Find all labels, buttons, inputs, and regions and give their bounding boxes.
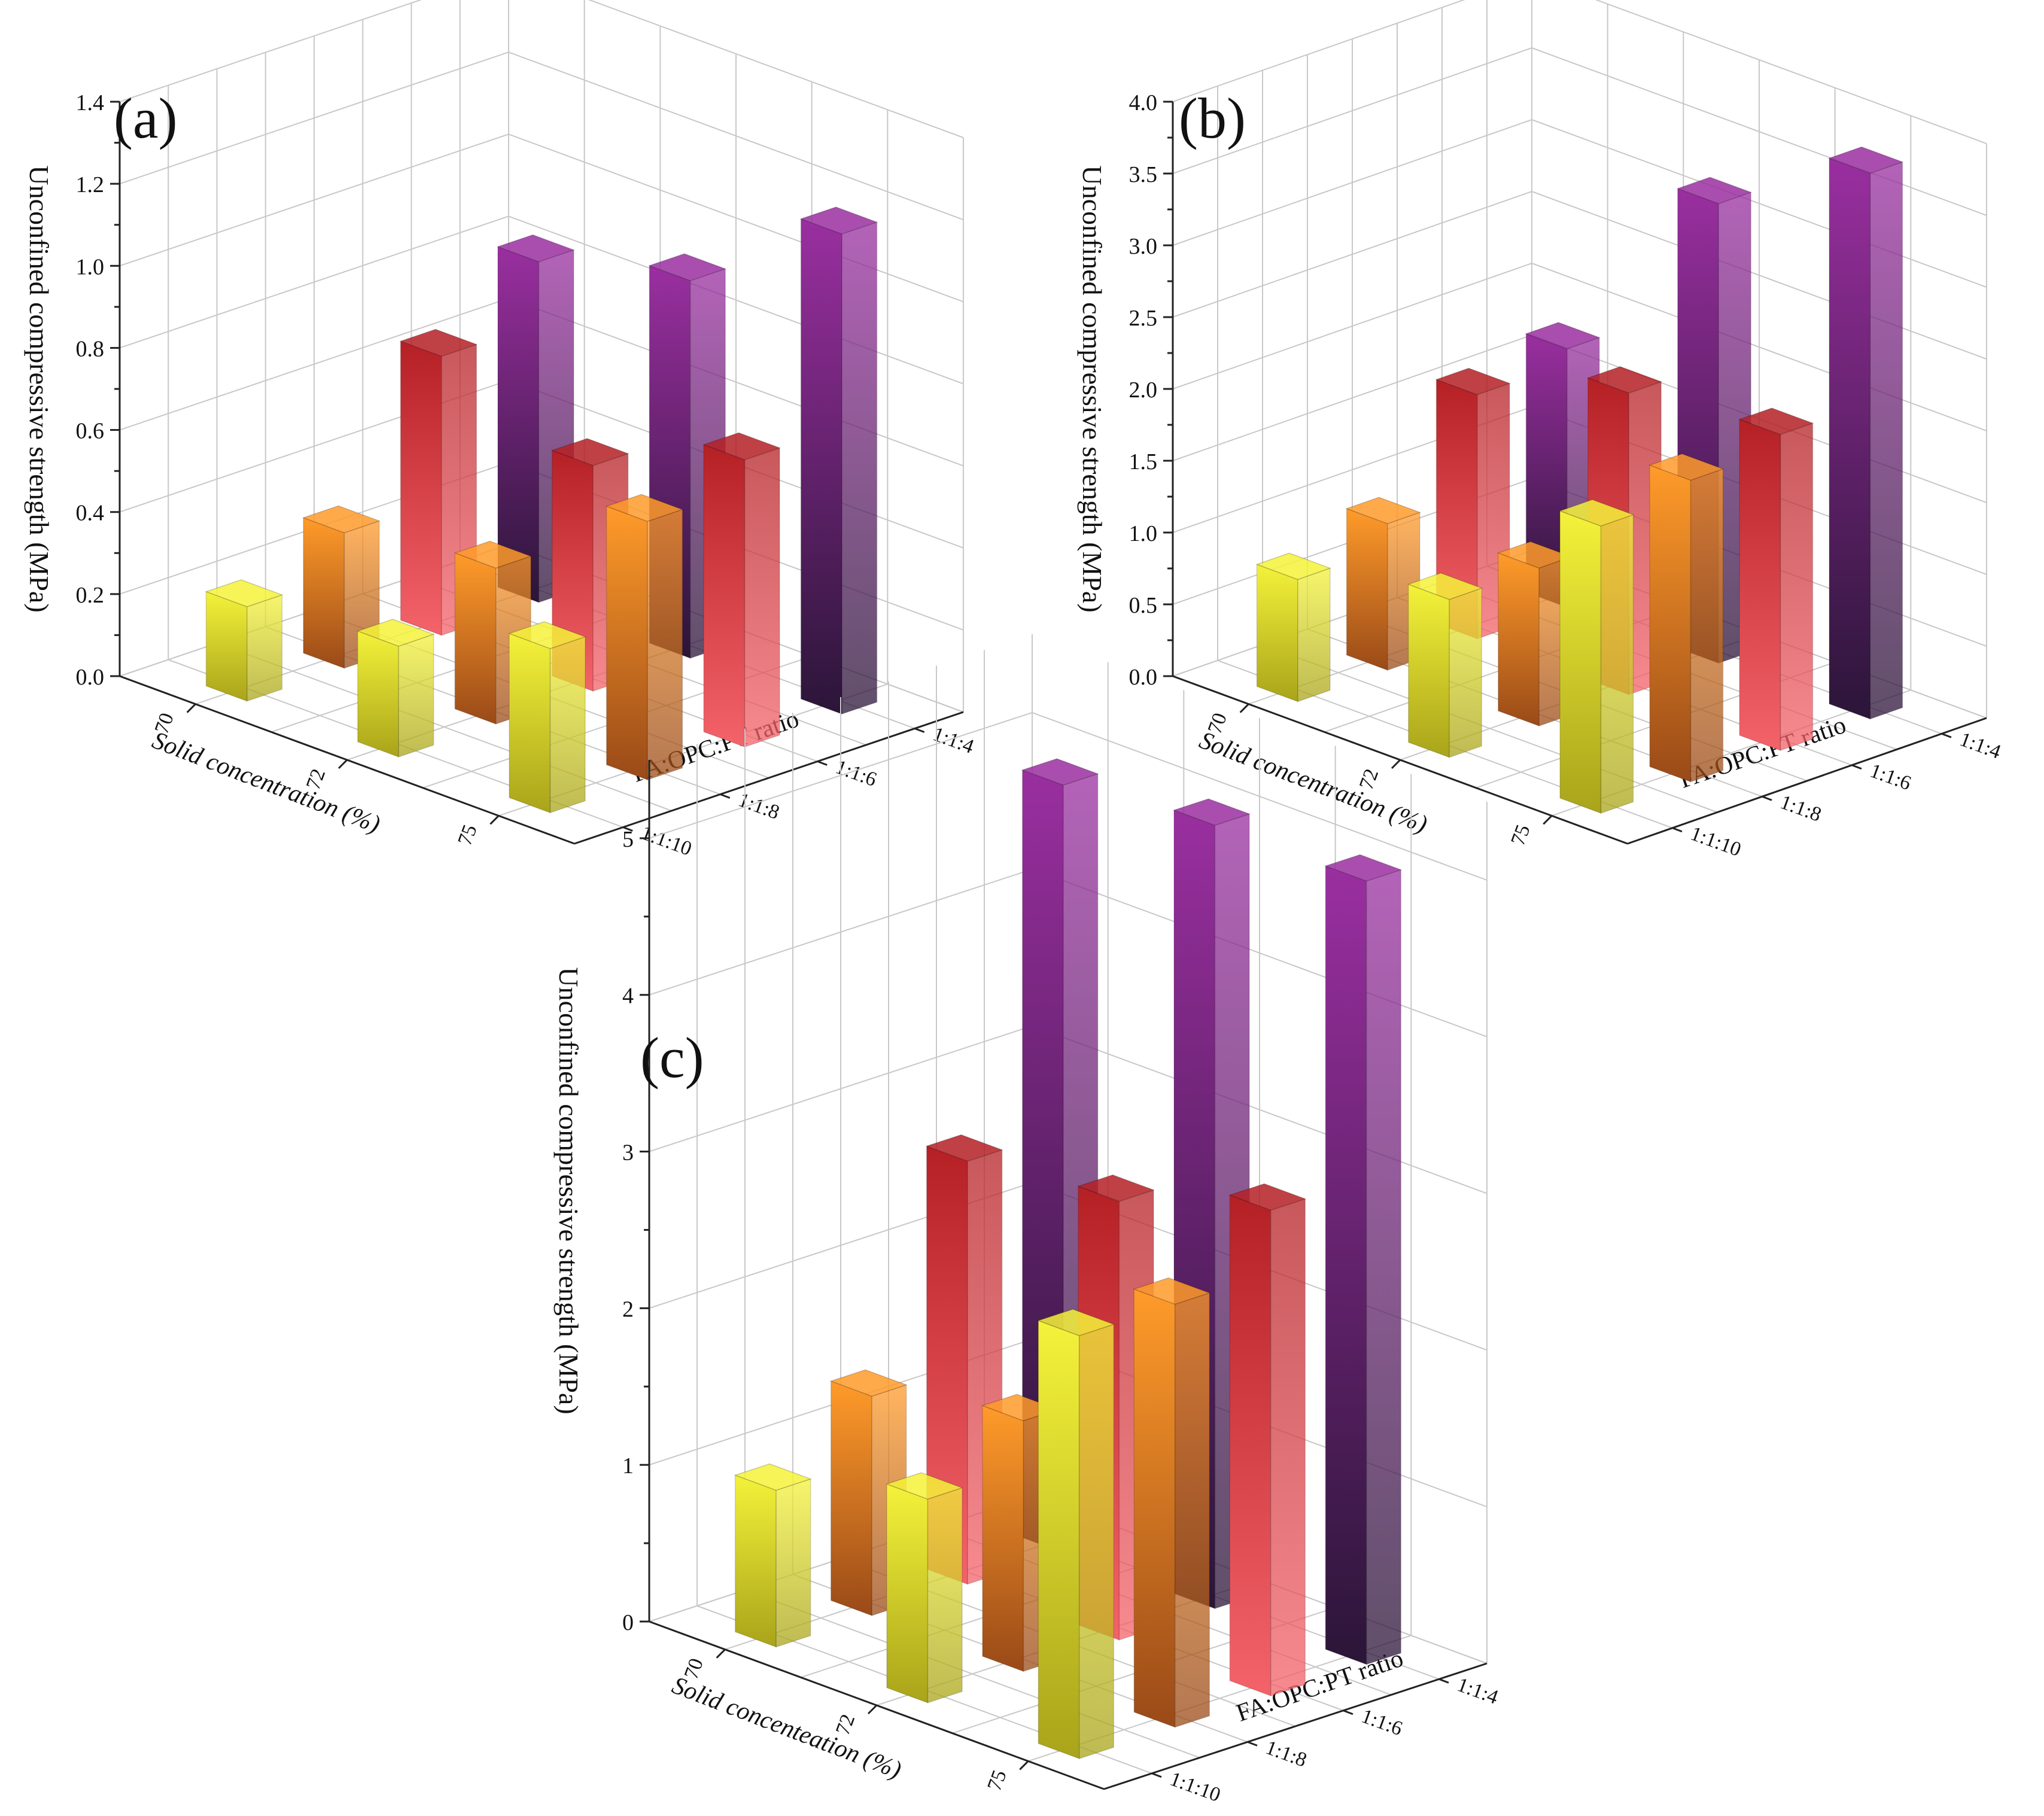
z-tick-label: 0.4 [76, 501, 105, 526]
z-tick-label: 0.6 [76, 419, 105, 444]
y-axis-line [1103, 1662, 1488, 1790]
z-axis-title: Unconfined compressive strength (MPa) [24, 165, 54, 612]
z-tick-label: 5 [622, 827, 634, 852]
chart-panel-2: 0.00.51.01.52.02.53.03.54.07072751:1:41:… [1077, 0, 2004, 861]
z-tick-label: 0.0 [1129, 665, 1158, 690]
y-tick-label: 1:1:6 [1358, 1705, 1405, 1740]
bar-70-1-1-10 [1255, 552, 1332, 702]
z-tick-label: 3.0 [1129, 234, 1158, 259]
x-tick-label: 75 [454, 822, 481, 848]
x-axis-title: Solid concentration (%) [148, 726, 384, 839]
bar-75-1-1-8 [605, 494, 684, 781]
bar-75-1-1-4 [799, 206, 878, 715]
panel-label: (a) [114, 86, 178, 150]
y-tick-label: 1:1:8 [1777, 791, 1824, 826]
z-tick-label: 1 [622, 1453, 634, 1479]
z-tick-label: 1.0 [1129, 521, 1158, 546]
chart-panel-3: 0123457072751:1:41:1:61:1:81:1:10Unconfi… [553, 634, 1501, 1806]
y-tick-label: 1:1:10 [1687, 822, 1744, 860]
z-tick-label: 2 [622, 1297, 634, 1322]
z-axis-title: Unconfined compressive strength (MPa) [1077, 165, 1108, 612]
z-tick-label: 0.8 [76, 336, 105, 361]
y-tick-label: 1:1:4 [1454, 1674, 1501, 1709]
z-tick-label: 1.5 [1129, 449, 1158, 474]
z-tick-label: 1.4 [76, 90, 105, 115]
bar-70-1-1-8 [1345, 497, 1422, 671]
bars [1255, 146, 1904, 814]
z-tick-label: 3 [622, 1140, 634, 1166]
y-tick-label: 1:1:8 [1263, 1736, 1309, 1772]
z-tick-label: 2.5 [1129, 306, 1158, 331]
x-tick-label: 75 [983, 1767, 1011, 1794]
y-tick-label: 1:1:10 [638, 822, 695, 860]
z-tick-label: 1.2 [76, 172, 105, 197]
bar-75-1-1-6 [1738, 407, 1814, 752]
bar-72-1-1-10 [1407, 572, 1483, 758]
bar-75-1-1-8 [1133, 1277, 1211, 1728]
bar-75-1-1-10 [1558, 499, 1635, 814]
bar-75-1-1-4 [1827, 146, 1904, 720]
chart-panel-1: 0.00.20.40.60.81.01.21.47072751:1:41:1:6… [24, 0, 977, 860]
z-tick-label: 0.5 [1129, 593, 1158, 618]
y-tick-label: 1:1:6 [833, 756, 880, 791]
bar-75-1-1-6 [1228, 1183, 1307, 1697]
panel-label: (b) [1179, 86, 1246, 150]
z-tick-label: 1.0 [76, 254, 105, 279]
y-tick-label: 1:1:10 [1167, 1768, 1223, 1806]
bar-75-1-1-4 [1324, 854, 1403, 1665]
bars [205, 206, 878, 814]
bar-75-1-1-10 [507, 621, 587, 814]
bar-75-1-1-10 [1037, 1309, 1115, 1760]
z-tick-label: 4.0 [1129, 90, 1158, 115]
bar-72-1-1-10 [356, 619, 435, 758]
y-tick-label: 1:1:8 [735, 789, 782, 824]
z-tick-label: 3.5 [1129, 162, 1158, 187]
bars [734, 758, 1403, 1760]
bar-75-1-1-6 [702, 432, 781, 748]
y-axis-line [1627, 717, 1987, 845]
bar-70-1-1-10 [205, 579, 284, 702]
z-tick-label: 0.2 [76, 583, 105, 608]
bar-70-1-1-10 [734, 1463, 812, 1648]
z-tick-label: 2.0 [1129, 378, 1158, 403]
x-axis-title: Solid concenteation (%) [668, 1672, 905, 1784]
bar-75-1-1-8 [1648, 453, 1724, 783]
z-axis-title: Unconfined compressive strength (MPa) [553, 967, 584, 1414]
y-tick-label: 1:1:4 [1957, 728, 2003, 763]
y-axis-line [574, 711, 964, 845]
z-tick-label: 0 [622, 1610, 634, 1635]
z-tick-label: 0.0 [76, 665, 105, 690]
bar-70-1-1-6 [925, 1134, 1003, 1585]
z-tick-label: 4 [622, 984, 634, 1009]
panel-label: (c) [640, 1026, 704, 1090]
x-tick-label: 75 [1507, 822, 1534, 848]
bar-72-1-1-10 [885, 1472, 964, 1704]
y-tick-label: 1:1:6 [1867, 759, 1914, 795]
